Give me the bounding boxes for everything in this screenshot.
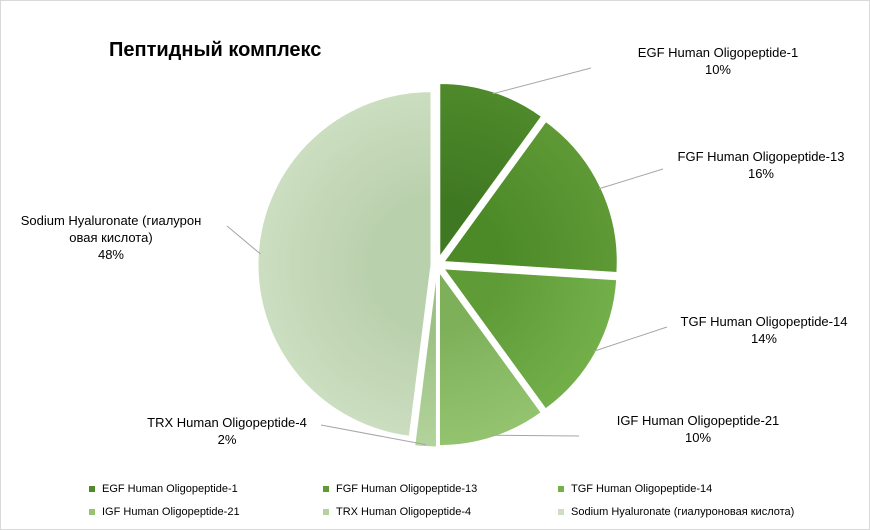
pie-slice — [438, 271, 542, 447]
legend-item: TRX Human Oligopeptide-4 — [323, 506, 471, 518]
legend-swatch — [89, 486, 95, 492]
legend-swatch — [323, 509, 329, 515]
legend-label: FGF Human Oligopeptide-13 — [336, 483, 478, 495]
legend-swatch — [558, 509, 564, 515]
pie-slice — [439, 82, 543, 258]
chart-title: Пептидный комплекс — [109, 39, 322, 61]
leader-line — [320, 424, 426, 446]
data-label: IGF Human Oligopeptide-21 10% — [617, 412, 780, 446]
pie-slice — [257, 91, 432, 437]
pie-slice — [414, 273, 437, 448]
legend-swatch — [558, 486, 564, 492]
legend-swatch — [323, 486, 329, 492]
leader-line — [492, 434, 580, 437]
data-label: FGF Human Oligopeptide-13 16% — [678, 148, 845, 182]
data-label: TGF Human Oligopeptide-14 14% — [681, 313, 848, 347]
legend-label: IGF Human Oligopeptide-21 — [102, 506, 240, 518]
leader-line — [598, 168, 664, 190]
legend-item: FGF Human Oligopeptide-13 — [323, 483, 477, 495]
data-label-name: Sodium Hyaluronate (гиалурон — [20, 213, 202, 228]
legend-swatch — [89, 509, 95, 515]
pie-slice — [442, 268, 618, 410]
data-label-value: 10% — [684, 430, 712, 445]
legend-item: TGF Human Oligopeptide-14 — [558, 483, 712, 495]
data-label-value: 48% — [97, 247, 125, 262]
data-label-value: 10% — [704, 62, 732, 77]
leader-line — [492, 67, 592, 95]
legend-item: IGF Human Oligopeptide-21 — [89, 506, 240, 518]
data-label-name: TGF Human Oligopeptide-14 — [680, 314, 848, 329]
legend-label: EGF Human Oligopeptide-1 — [102, 483, 238, 495]
data-label: TRX Human Oligopeptide-4 2% — [147, 414, 307, 448]
legend-item: Sodium Hyaluronate (гиалуроновая кислота… — [558, 506, 794, 518]
data-label-name: TRX Human Oligopeptide-4 — [147, 415, 307, 430]
legend-item: EGF Human Oligopeptide-1 — [89, 483, 238, 495]
data-label-name: FGF Human Oligopeptide-13 — [677, 149, 845, 164]
data-label-name: IGF Human Oligopeptide-21 — [616, 413, 780, 428]
leader-line — [593, 326, 668, 352]
data-label: Sodium Hyaluronate (гиалурон овая кислота… — [21, 212, 202, 263]
legend-label: TGF Human Oligopeptide-14 — [571, 483, 713, 495]
data-label-value: 16% — [747, 166, 775, 181]
data-label-value: 14% — [750, 331, 778, 346]
legend-label: TRX Human Oligopeptide-4 — [336, 506, 472, 518]
data-label: EGF Human Oligopeptide-1 10% — [638, 44, 798, 78]
data-label-value: 2% — [217, 432, 237, 447]
data-label-name: овая кислота) — [69, 230, 153, 245]
data-label-name: EGF Human Oligopeptide-1 — [637, 45, 799, 60]
leader-line — [226, 225, 261, 255]
legend-label: Sodium Hyaluronate (гиалуроновая кислота… — [571, 506, 795, 518]
